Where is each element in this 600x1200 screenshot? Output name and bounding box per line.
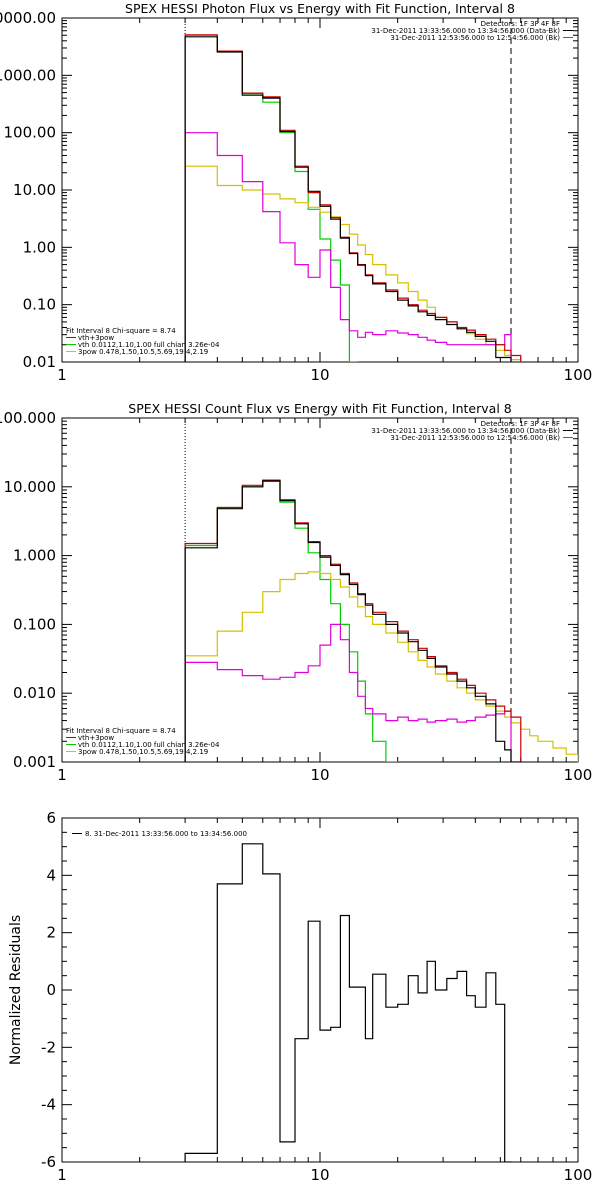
- y-tick-label: 1.00: [23, 238, 56, 256]
- series-group: [184, 843, 512, 1162]
- y-tick-label: 100.00: [4, 124, 57, 142]
- legend-text: 31-Dec-2011 13:33:56.000 to 13:34:56.000…: [371, 427, 560, 435]
- chart-title: SPEX HESSI Photon Flux vs Energy with Fi…: [125, 1, 515, 16]
- y-tick-label: -4: [41, 1096, 56, 1114]
- y-tick-label: 0.001: [13, 753, 56, 771]
- series-line-2: [184, 571, 578, 762]
- x-tick-label: 1: [57, 366, 67, 384]
- series-line-1: [184, 34, 359, 362]
- legend-text: 3pow 0.478,1.50,10.5,5.69,19.4,2.19: [78, 748, 208, 756]
- y-tick-label: 0: [46, 981, 56, 999]
- legend-text: Detectors: 1F 3F 4F 8F: [481, 420, 560, 428]
- y-tick-label: 6: [46, 809, 56, 827]
- legend-text: 31-Dec-2011 12:53:56.000 to 12:54:56.000…: [390, 434, 560, 442]
- y-tick-label: 0.100: [13, 615, 56, 633]
- x-tick-label: 1: [57, 1166, 67, 1184]
- legend-text: vth 0.0112,1.10,1.00 full chian 3.26e-04: [78, 341, 220, 349]
- series-line-5: [184, 36, 512, 362]
- x-tick-label: 10: [310, 1166, 329, 1184]
- chart-panel-2: SPEX HESSI Count Flux vs Energy with Fit…: [0, 401, 593, 784]
- legend-text: vth 0.0112,1.10,1.00 full chian 3.26e-04: [78, 741, 220, 749]
- x-tick-label: 100: [564, 366, 593, 384]
- y-tick-label: 1.000: [13, 547, 56, 565]
- plot-frame: [61, 17, 579, 363]
- x-tick-label: 100: [564, 1166, 593, 1184]
- y-tick-label: -6: [41, 1153, 56, 1171]
- y-tick-label: 4: [46, 866, 56, 884]
- series-group: [184, 34, 522, 362]
- legend-text: vth+3pow: [78, 734, 114, 742]
- y-axis-label: Normalized Residuals: [8, 915, 24, 1065]
- x-tick-label: 100: [564, 766, 593, 784]
- legend-text: 8. 31-Dec-2011 13:33:56.000 to 13:34:56.…: [85, 830, 247, 838]
- x-tick-label: 1: [57, 766, 67, 784]
- y-tick-label: 2: [46, 924, 56, 942]
- y-tick-label: 10.000: [4, 478, 57, 496]
- legend-text: Fit Interval 8 Chi-square = 8.74: [66, 727, 176, 735]
- series-line-3: [184, 623, 512, 762]
- x-tick-label: 10: [310, 366, 329, 384]
- legend-text: Detectors: 1F 3F 4F 8F: [481, 20, 560, 28]
- y-tick-label: 100.000: [0, 409, 56, 427]
- series-line-3: [184, 132, 512, 362]
- series-line-5: [184, 480, 522, 762]
- chart-title: SPEX HESSI Count Flux vs Energy with Fit…: [128, 401, 511, 416]
- series-line-4: [184, 479, 522, 762]
- legend-text: vth+3pow: [78, 334, 114, 342]
- y-tick-label: -2: [41, 1038, 56, 1056]
- plot-frame: [61, 417, 579, 763]
- series-line-4: [184, 34, 522, 362]
- y-tick-label: 0.10: [23, 296, 56, 314]
- legend-text: 31-Dec-2011 12:53:56.000 to 12:54:56.000…: [390, 34, 560, 42]
- series-group: [184, 479, 578, 762]
- series-line-1: [184, 843, 512, 1162]
- y-tick-label: 0.010: [13, 684, 56, 702]
- y-tick-label: 0.01: [23, 353, 56, 371]
- legend-text: 31-Dec-2011 13:33:56.000 to 13:34:56.000…: [371, 27, 560, 35]
- y-tick-label: 1000.00: [0, 66, 56, 84]
- x-tick-label: 10: [310, 766, 329, 784]
- chart-panel-3: 1 10 100 6 4 2 0 -2 -4 -6 Normalized Residuals 8. 3…: [8, 809, 593, 1184]
- y-tick-label: 10.00: [13, 181, 56, 199]
- chart-panel-1: SPEX HESSI Photon Flux vs Energy with Fi…: [0, 1, 593, 384]
- legend-text: Fit Interval 8 Chi-square = 8.74: [66, 327, 176, 335]
- legend-text: 3pow 0.478,1.50,10.5,5.69,19.4,2.19: [78, 348, 208, 356]
- series-line-2: [184, 165, 522, 362]
